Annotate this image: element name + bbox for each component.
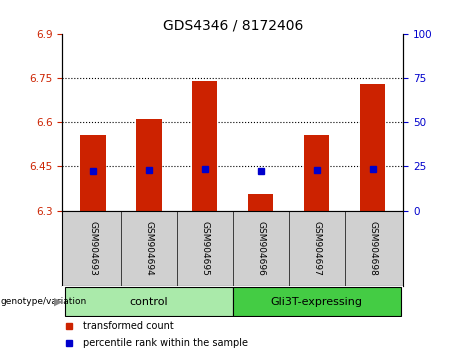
Text: GSM904698: GSM904698: [368, 221, 377, 276]
Text: percentile rank within the sample: percentile rank within the sample: [83, 338, 248, 348]
Bar: [248, 194, 273, 211]
Text: Gli3T-expressing: Gli3T-expressing: [271, 297, 363, 307]
Text: GSM904695: GSM904695: [201, 221, 209, 276]
Text: transformed count: transformed count: [83, 321, 173, 331]
Text: ▶: ▶: [54, 297, 63, 307]
Bar: [136, 119, 161, 211]
Bar: [80, 136, 106, 211]
Bar: [192, 81, 218, 211]
Text: GSM904697: GSM904697: [312, 221, 321, 276]
Text: control: control: [130, 297, 168, 307]
Title: GDS4346 / 8172406: GDS4346 / 8172406: [163, 18, 303, 33]
Text: GSM904696: GSM904696: [256, 221, 265, 276]
Text: genotype/variation: genotype/variation: [1, 297, 87, 306]
Bar: [304, 136, 329, 211]
Bar: [65, 287, 233, 316]
Text: GSM904693: GSM904693: [89, 221, 97, 276]
Bar: [360, 84, 385, 211]
Text: GSM904694: GSM904694: [144, 221, 154, 276]
Bar: [233, 287, 401, 316]
